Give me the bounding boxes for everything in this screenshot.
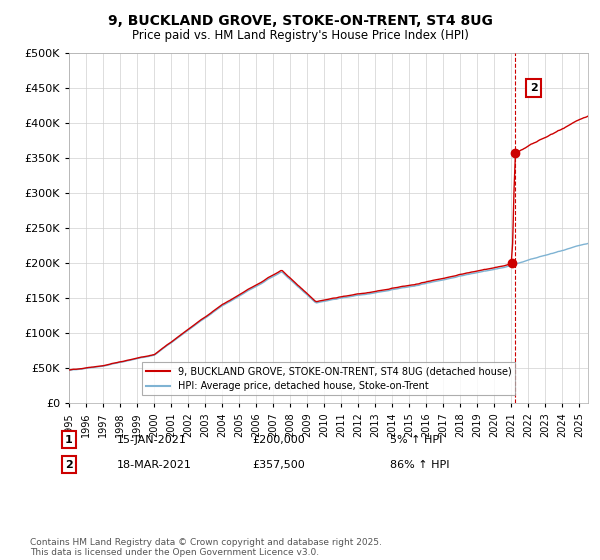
Text: 15-JAN-2021: 15-JAN-2021: [117, 435, 187, 445]
Text: 86% ↑ HPI: 86% ↑ HPI: [390, 460, 449, 470]
Text: Contains HM Land Registry data © Crown copyright and database right 2025.
This d: Contains HM Land Registry data © Crown c…: [30, 538, 382, 557]
Text: Price paid vs. HM Land Registry's House Price Index (HPI): Price paid vs. HM Land Registry's House …: [131, 29, 469, 42]
Text: £357,500: £357,500: [252, 460, 305, 470]
Legend: 9, BUCKLAND GROVE, STOKE-ON-TRENT, ST4 8UG (detached house), HPI: Average price,: 9, BUCKLAND GROVE, STOKE-ON-TRENT, ST4 8…: [142, 362, 515, 395]
Text: 2: 2: [65, 460, 73, 470]
Text: 9, BUCKLAND GROVE, STOKE-ON-TRENT, ST4 8UG: 9, BUCKLAND GROVE, STOKE-ON-TRENT, ST4 8…: [107, 14, 493, 28]
Text: £200,000: £200,000: [252, 435, 305, 445]
Text: 18-MAR-2021: 18-MAR-2021: [117, 460, 192, 470]
Text: 5% ↑ HPI: 5% ↑ HPI: [390, 435, 442, 445]
Text: 2: 2: [530, 83, 538, 93]
Text: 1: 1: [65, 435, 73, 445]
